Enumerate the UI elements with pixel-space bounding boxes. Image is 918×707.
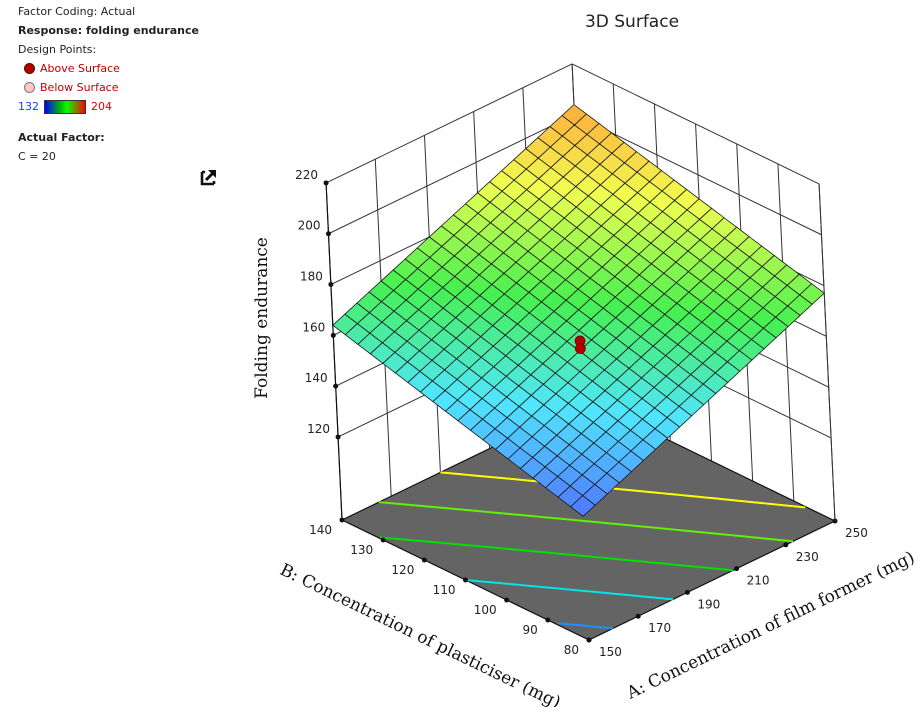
actual-factor-value: C = 20 <box>18 150 56 163</box>
actual-factor-label: Actual Factor: <box>18 131 105 144</box>
wall-gridline <box>574 114 822 236</box>
colorbar-min: 132 <box>18 100 39 113</box>
colorbar: 132 204 <box>18 97 199 116</box>
z-axis-line <box>325 182 343 521</box>
legend-below-surface: Below Surface <box>18 78 199 97</box>
popout-arrow-icon[interactable] <box>199 167 219 187</box>
y-tick-mark <box>463 577 468 583</box>
x-tick-mark <box>684 589 690 595</box>
z-tick-mark <box>328 282 334 288</box>
x-tick-mark <box>734 566 740 572</box>
contour-line <box>440 471 806 509</box>
response-surface <box>332 104 825 517</box>
contour-line <box>465 579 674 601</box>
y-tick-mark <box>545 617 551 623</box>
y-tick-mark <box>421 557 427 563</box>
z-tick-mark <box>335 434 341 440</box>
right-edge-line <box>818 183 836 522</box>
y-tick-mark <box>339 517 345 523</box>
x-tick-label: 230 <box>796 550 819 564</box>
z-tick-label: 160 <box>302 320 325 334</box>
z-tick-label: 200 <box>298 219 321 233</box>
colorbar-gradient <box>44 99 86 114</box>
colorbar-max: 204 <box>91 100 112 113</box>
axes: 120 140 160 180 200 220 80 90 100 110 120 130 140 150… <box>295 168 868 659</box>
floor-contours <box>378 471 806 630</box>
contour-line <box>378 501 794 543</box>
z-tick-label: 140 <box>305 371 328 385</box>
y-tick-label: 110 <box>433 583 456 597</box>
z-tick-mark <box>325 231 331 237</box>
contour-line <box>380 536 734 572</box>
wall-gridline <box>325 63 573 184</box>
surface-cell <box>570 495 596 517</box>
legend-above-surface: Above Surface <box>18 59 199 78</box>
wall-gridline <box>777 163 795 502</box>
y-tick-label: 100 <box>474 603 497 617</box>
response-label: Response: folding endurance <box>18 24 199 37</box>
z-tick-label: 180 <box>300 270 323 284</box>
below-surface-dot-icon <box>24 82 35 93</box>
y-tick-mark <box>504 597 510 603</box>
above-surface-label: Above Surface <box>40 62 120 75</box>
y-tick-mark <box>380 537 386 543</box>
design-points <box>574 335 586 354</box>
y-tick-label: 140 <box>309 523 332 537</box>
z-tick-mark <box>333 383 339 389</box>
x-tick-label: 170 <box>648 621 671 635</box>
x-tick-label: 150 <box>599 645 622 659</box>
y-tick-label: 80 <box>564 643 579 657</box>
z-tick-label: 220 <box>295 168 318 182</box>
contour-line <box>557 622 614 630</box>
factor-coding-label: Factor Coding: Actual <box>18 5 136 18</box>
x-tick-mark <box>586 637 592 643</box>
x-tick-label: 210 <box>747 574 770 588</box>
x-tick-mark <box>635 613 641 619</box>
x-tick-mark <box>783 542 789 548</box>
z-axis-label: Folding endurance <box>252 237 272 399</box>
design-point <box>574 343 586 354</box>
legend-panel: Factor Coding: Actual Response: folding … <box>18 2 199 166</box>
z-tick-label: 120 <box>307 422 330 436</box>
z-tick-mark <box>330 332 336 338</box>
wall-gridline <box>571 63 820 185</box>
y-tick-label: 90 <box>523 623 538 637</box>
design-points-label: Design Points: <box>18 43 97 56</box>
y-tick-label: 130 <box>350 543 373 557</box>
x-tick-label: 250 <box>845 526 868 540</box>
y-tick-label: 120 <box>391 563 414 577</box>
chart-title: 3D Surface <box>584 12 680 32</box>
wall-gridline <box>328 114 575 235</box>
above-surface-dot-icon <box>24 63 35 74</box>
x-tick-label: 190 <box>697 597 720 611</box>
z-tick-mark <box>323 180 329 186</box>
below-surface-label: Below Surface <box>40 81 119 94</box>
